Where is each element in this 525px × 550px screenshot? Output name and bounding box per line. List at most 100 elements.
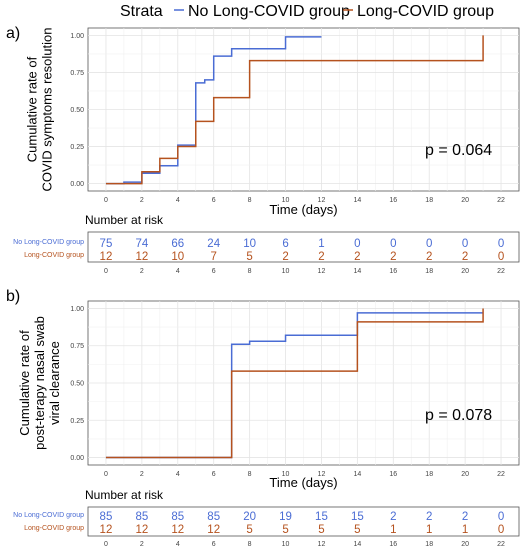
risk-row-label: Long-COVID group <box>24 252 84 259</box>
risk-value: 2 <box>426 251 432 263</box>
y-tick-label: 1.00 <box>70 306 84 313</box>
risk-value: 85 <box>135 511 148 523</box>
y-tick-label: 1.00 <box>70 33 84 40</box>
risk-value: 2 <box>318 251 324 263</box>
x-tick-label: 12 <box>318 471 326 478</box>
risk-value: 85 <box>100 511 113 523</box>
risk-value: 20 <box>243 511 256 523</box>
risk-value: 0 <box>354 238 360 250</box>
risk-value: 6 <box>282 238 288 250</box>
risk-x-tick-label: 20 <box>461 541 469 548</box>
y-axis-label-line: viral clearance <box>47 341 62 425</box>
risk-x-tick-label: 8 <box>248 268 252 275</box>
risk-x-tick-label: 4 <box>176 541 180 548</box>
x-tick-label: 16 <box>389 471 397 478</box>
risk-row-label: No Long-COVID group <box>13 512 84 519</box>
x-tick-label: 6 <box>212 197 216 204</box>
risk-x-tick-label: 0 <box>104 268 108 275</box>
x-axis-label: Time (days) <box>269 475 337 490</box>
x-tick-label: 10 <box>282 197 290 204</box>
x-tick-label: 20 <box>461 471 469 478</box>
legend: Strata No Long-COVID group Long-COVID gr… <box>120 3 494 20</box>
y-tick-label: 0.50 <box>70 381 84 388</box>
risk-x-tick-label: 2 <box>140 541 144 548</box>
risk-value: 2 <box>462 511 468 523</box>
risk-row-label: Long-COVID group <box>24 525 84 532</box>
risk-value: 2 <box>462 251 468 263</box>
risk-value: 2 <box>354 251 360 263</box>
risk-x-tick-label: 4 <box>176 268 180 275</box>
risk-value: 5 <box>246 524 252 536</box>
risk-value: 2 <box>390 251 396 263</box>
x-tick-label: 22 <box>497 471 505 478</box>
risk-value: 12 <box>171 524 184 536</box>
risk-value: 10 <box>171 251 184 263</box>
risk-value: 2 <box>426 511 432 523</box>
risk-value: 0 <box>390 238 396 250</box>
risk-value: 5 <box>318 524 324 536</box>
risk-value: 15 <box>315 511 328 523</box>
y-axis-label-line: Cumulative rate of <box>17 330 32 436</box>
risk-value: 0 <box>498 238 504 250</box>
risk-value: 2 <box>390 511 396 523</box>
risk-x-tick-label: 6 <box>212 268 216 275</box>
risk-value: 1 <box>462 524 468 536</box>
p-value: p = 0.064 <box>425 142 492 159</box>
risk-x-tick-label: 16 <box>389 541 397 548</box>
risk-value: 1 <box>318 238 324 250</box>
risk-value: 75 <box>100 238 113 250</box>
risk-value: 12 <box>100 251 113 263</box>
risk-value: 5 <box>282 524 288 536</box>
risk-value: 66 <box>171 238 184 250</box>
x-tick-label: 4 <box>176 197 180 204</box>
x-tick-label: 2 <box>140 197 144 204</box>
risk-table-box <box>87 231 520 263</box>
x-tick-label: 14 <box>353 197 361 204</box>
legend-label-long-covid: Long-COVID group <box>357 3 494 20</box>
risk-value: 12 <box>100 524 113 536</box>
x-tick-label: 0 <box>104 471 108 478</box>
risk-value: 2 <box>282 251 288 263</box>
risk-x-tick-label: 14 <box>353 541 361 548</box>
x-tick-label: 14 <box>353 471 361 478</box>
panel-a: 0 2 4 6 8 10 12 14 16 18 20 220.000.250.500.751.00a… <box>6 25 520 275</box>
x-tick-label: 0 <box>104 197 108 204</box>
risk-x-tick-label: 22 <box>497 268 505 275</box>
risk-value: 74 <box>135 238 148 250</box>
risk-x-tick-label: 22 <box>497 541 505 548</box>
y-axis-label-line: COVID symptoms resolution <box>40 28 55 192</box>
risk-x-tick-label: 12 <box>318 541 326 548</box>
risk-table-box <box>87 506 520 537</box>
x-tick-label: 16 <box>389 197 397 204</box>
y-tick-label: 0.75 <box>70 343 84 350</box>
risk-value: 5 <box>354 524 360 536</box>
y-axis-label-line: Cumulative rate of <box>25 56 40 162</box>
risk-value: 24 <box>207 238 220 250</box>
risk-value: 1 <box>390 524 396 536</box>
risk-x-tick-label: 10 <box>282 268 290 275</box>
series-line-long-covid <box>105 308 484 459</box>
risk-value: 12 <box>135 524 148 536</box>
grid <box>88 301 519 465</box>
x-tick-label: 4 <box>176 471 180 478</box>
x-axis-label: Time (days) <box>269 202 337 217</box>
risk-x-tick-label: 2 <box>140 268 144 275</box>
risk-value: 0 <box>498 251 504 263</box>
risk-value: 1 <box>426 524 432 536</box>
risk-value: 0 <box>498 524 504 536</box>
y-axis-label: Cumulative rate ofpost-terapy nasal swab… <box>17 316 62 450</box>
panel-b: 0 2 4 6 8 10 12 14 16 18 20 220.000.250.500.751.00b… <box>6 288 520 548</box>
legend-title: Strata <box>120 3 163 20</box>
risk-x-tick-label: 10 <box>282 541 290 548</box>
risk-value: 5 <box>246 251 252 263</box>
x-tick-label: 18 <box>425 471 433 478</box>
risk-table-title: Number at risk <box>85 488 164 502</box>
x-tick-label: 12 <box>318 197 326 204</box>
x-tick-label: 22 <box>497 197 505 204</box>
x-tick-label: 10 <box>282 471 290 478</box>
x-tick-label: 18 <box>425 197 433 204</box>
p-value: p = 0.078 <box>425 407 492 424</box>
x-tick-label: 8 <box>248 197 252 204</box>
legend-label-no-long-covid: No Long-COVID group <box>188 3 350 20</box>
